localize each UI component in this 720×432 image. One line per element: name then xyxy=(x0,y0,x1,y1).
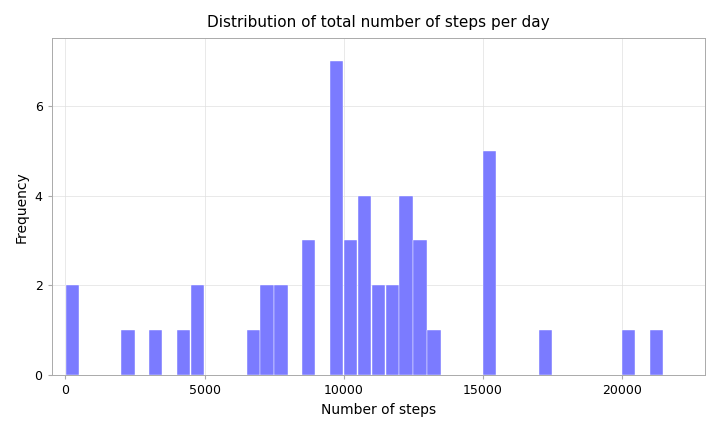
Bar xyxy=(400,196,413,375)
Bar xyxy=(122,330,135,375)
Bar xyxy=(372,286,385,375)
Bar xyxy=(622,330,635,375)
Y-axis label: Frequency: Frequency xyxy=(15,171,29,243)
Bar xyxy=(483,150,496,375)
Bar xyxy=(149,330,163,375)
Bar xyxy=(191,286,204,375)
Bar xyxy=(177,330,190,375)
Bar xyxy=(386,286,399,375)
Title: Distribution of total number of steps per day: Distribution of total number of steps pe… xyxy=(207,15,549,30)
Bar xyxy=(274,286,287,375)
Bar xyxy=(344,241,357,375)
Bar xyxy=(413,241,427,375)
Bar xyxy=(261,286,274,375)
Bar xyxy=(539,330,552,375)
Bar xyxy=(358,196,371,375)
Bar xyxy=(330,60,343,375)
Bar xyxy=(649,330,663,375)
Bar xyxy=(246,330,260,375)
Bar xyxy=(302,241,315,375)
Bar xyxy=(66,286,79,375)
Bar xyxy=(427,330,441,375)
X-axis label: Number of steps: Number of steps xyxy=(320,403,436,417)
